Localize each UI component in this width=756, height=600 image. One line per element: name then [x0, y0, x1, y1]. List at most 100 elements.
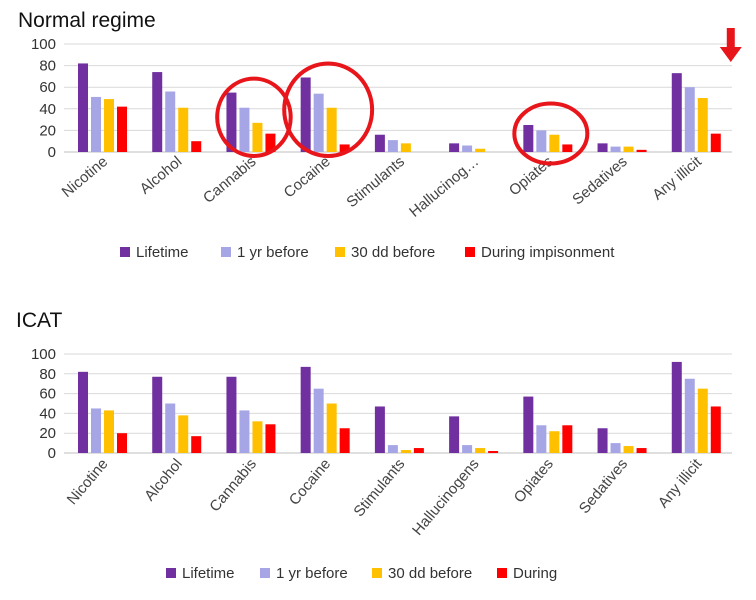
- chart-2-category-sedatives: Sedatives: [576, 456, 631, 517]
- chart-1-category-alcohol: Alcohol: [137, 153, 186, 198]
- chart-1-bar-any-illicit-30-dd-before: [697, 98, 708, 152]
- chart-2-bar-hallucinogens-lifetime: [449, 416, 460, 453]
- chart-2-bar-sedatives-during: [636, 448, 647, 453]
- chart-1-bar-alcohol-during-impisonment: [191, 141, 202, 152]
- chart-1-category-stimulants: Stimulants: [343, 153, 408, 211]
- chart-2-bar-cocaine-during: [339, 428, 350, 453]
- chart-1-bar-alcohol-1-yr-before: [165, 91, 176, 152]
- chart-1-ytick-20: 20: [39, 122, 56, 139]
- chart-2-bar-opiates-1-yr-before: [536, 425, 547, 453]
- chart-2-bar-opiates-during: [562, 425, 573, 453]
- chart-1-category-nicotine: Nicotine: [59, 153, 111, 201]
- chart-2-legend-swatch-30-dd-before: [372, 568, 382, 578]
- chart-2-bar-opiates-lifetime: [523, 396, 534, 453]
- chart-1-title: Normal regime: [18, 9, 156, 32]
- chart-2-category-stimulants: Stimulants: [350, 456, 408, 521]
- chart-2-bar-alcohol-lifetime: [152, 376, 163, 453]
- chart-2-bar-any-illicit-lifetime: [671, 361, 682, 453]
- chart-2-bar-sedatives-lifetime: [597, 428, 608, 453]
- chart-1-bar-alcohol-lifetime: [152, 72, 163, 152]
- chart-2-category-cocaine: Cocaine: [286, 456, 334, 509]
- chart-2-bar-any-illicit-30-dd-before: [697, 388, 708, 453]
- chart-1-category-cannabis: Cannabis: [200, 153, 259, 207]
- chart-1-highlight-circle-cannabis: [215, 76, 293, 159]
- chart-2-bar-cannabis-30-dd-before: [252, 421, 263, 453]
- chart-1-bar-hallucinog-lifetime: [449, 143, 460, 152]
- chart-2-bar-alcohol-1-yr-before: [165, 403, 176, 453]
- chart-2-ytick-60: 60: [39, 386, 56, 403]
- chart-2-ytick-20: 20: [39, 425, 56, 442]
- chart-1-bar-cocaine-lifetime: [300, 77, 311, 152]
- chart-2-legend-label-lifetime: Lifetime: [182, 565, 235, 582]
- chart-1-bar-opiates-1-yr-before: [536, 130, 547, 152]
- chart-1-bar-cocaine-30-dd-before: [326, 107, 337, 152]
- chart-2-bar-nicotine-1-yr-before: [91, 408, 101, 453]
- chart-1-legend-label-lifetime: Lifetime: [136, 244, 189, 261]
- chart-1-highlight-circle-cocaine: [282, 61, 375, 158]
- chart-2-bar-cocaine-30-dd-before: [326, 403, 337, 453]
- chart-1-bar-nicotine-during-impisonment: [117, 106, 127, 152]
- chart-2-category-opiates: Opiates: [511, 456, 557, 507]
- chart-2-bar-opiates-30-dd-before: [549, 431, 560, 453]
- chart-1-bar-nicotine-lifetime: [78, 63, 88, 152]
- chart-1-bar-hallucinog-30-dd-before: [475, 148, 486, 152]
- chart-1-ytick-40: 40: [39, 101, 56, 118]
- chart-1-legend-swatch-1-yr-before: [221, 247, 231, 257]
- chart-1-bar-sedatives-during-impisonment: [636, 149, 647, 152]
- chart-1-legend-swatch-30-dd-before: [335, 247, 345, 257]
- chart-2-category-nicotine: Nicotine: [64, 456, 112, 508]
- chart-2-ytick-0: 0: [48, 445, 56, 462]
- chart-1-highlight-circle-opiates: [512, 101, 590, 166]
- chart-2-bar-cocaine-1-yr-before: [313, 388, 324, 453]
- chart-1-bar-nicotine-30-dd-before: [104, 99, 114, 152]
- chart-2-bar-cannabis-during: [265, 424, 276, 453]
- chart-1-bar-sedatives-30-dd-before: [623, 146, 634, 152]
- chart-1-bar-any-illicit-1-yr-before: [684, 87, 695, 152]
- chart-1-bar-opiates-30-dd-before: [549, 134, 560, 152]
- chart-1-bar-cannabis-lifetime: [226, 92, 237, 152]
- chart-2-bar-stimulants-30-dd-before: [400, 450, 411, 453]
- chart-1-bar-stimulants-lifetime: [374, 134, 385, 152]
- chart-2-bar-sedatives-1-yr-before: [610, 443, 621, 453]
- chart-1-bar-any-illicit-lifetime: [671, 73, 682, 152]
- chart-2-category-hallucinogens: Hallucinogens: [409, 456, 483, 539]
- chart-1-bar-cannabis-during-impisonment: [265, 133, 276, 152]
- chart-1-bar-nicotine-1-yr-before: [91, 96, 101, 152]
- chart-2-bar-cocaine-lifetime: [300, 366, 311, 453]
- chart-2-bar-stimulants-during: [413, 448, 424, 453]
- chart-1-category-any-illicit: Any illicit: [649, 153, 705, 204]
- chart-2-bar-sedatives-30-dd-before: [623, 446, 634, 453]
- chart-normal-regime: 0 20 40 60 80 100 Nicotine Alcohol Cannabis Cocai…: [31, 28, 742, 261]
- chart-2-category-alcohol: Alcohol: [141, 456, 186, 505]
- chart-1-bar-cocaine-during-impisonment: [339, 144, 350, 152]
- chart-2-bar-nicotine-lifetime: [78, 371, 88, 453]
- chart-1-bar-stimulants-1-yr-before: [387, 140, 398, 152]
- chart-1-category-cocaine: Cocaine: [281, 153, 334, 201]
- chart-1-legend-label-during-impisonment: During impisonment: [481, 244, 615, 261]
- chart-1-bar-cocaine-1-yr-before: [313, 93, 324, 152]
- chart-2-bar-hallucinogens-during: [488, 451, 499, 453]
- chart-2-bar-cannabis-lifetime: [226, 376, 237, 453]
- chart-icat: 0 20 40 60 80 100 Nicotine Alcohol Cannabis Cocai…: [31, 346, 732, 582]
- chart-2-bar-nicotine-30-dd-before: [104, 410, 114, 453]
- chart-1-bar-opiates-lifetime: [523, 125, 534, 152]
- chart-1-ytick-0: 0: [48, 144, 56, 161]
- chart-1-legend-label-30-dd-before: 30 dd before: [351, 244, 435, 261]
- chart-2-bar-alcohol-30-dd-before: [178, 415, 189, 453]
- chart-2-legend-swatch-1-yr-before: [260, 568, 270, 578]
- chart-2-ytick-100: 100: [31, 346, 56, 363]
- chart-1-bar-cannabis-30-dd-before: [252, 122, 263, 152]
- chart-2-category-cannabis: Cannabis: [206, 456, 260, 515]
- chart-2-bar-stimulants-lifetime: [374, 406, 385, 453]
- chart-1-arrow-down-icon: [719, 28, 742, 62]
- chart-2-legend-label-1-yr-before: 1 yr before: [276, 565, 348, 582]
- chart-1-bar-stimulants-30-dd-before: [400, 143, 411, 152]
- chart-2-bar-alcohol-during: [191, 436, 202, 453]
- chart-1-bar-alcohol-30-dd-before: [178, 107, 189, 152]
- chart-2-bar-nicotine-during: [117, 433, 127, 453]
- chart-2-bar-any-illicit-1-yr-before: [684, 378, 695, 453]
- chart-1-bar-any-illicit-during-impisonment: [710, 133, 721, 152]
- chart-1-ytick-60: 60: [39, 79, 56, 96]
- chart-2-category-any-illicit: Any illicit: [655, 455, 706, 511]
